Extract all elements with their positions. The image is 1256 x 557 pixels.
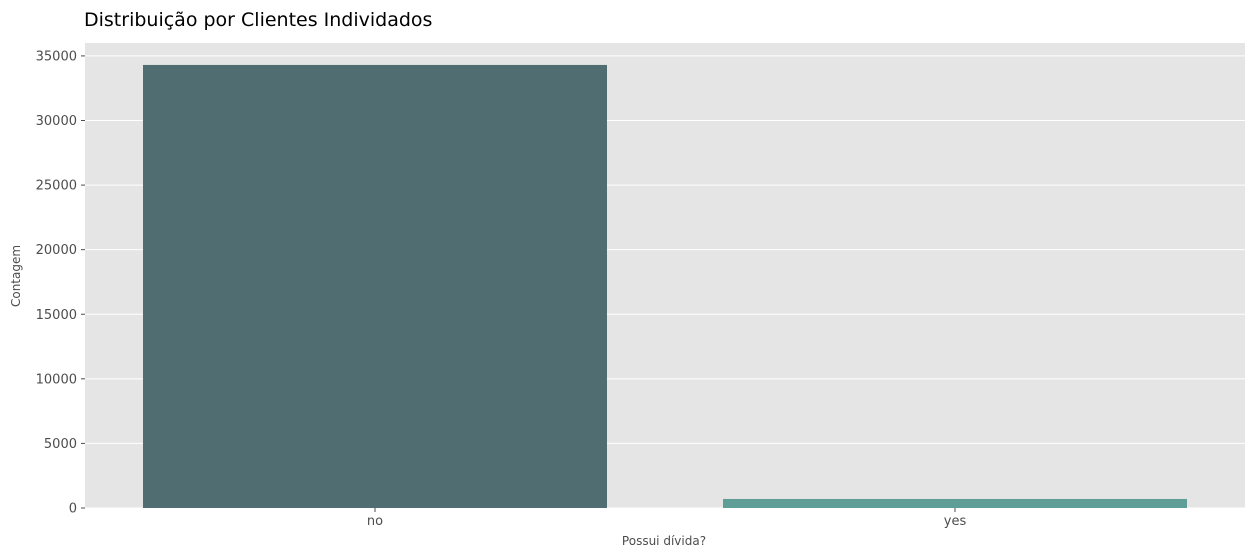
x-tick-label: yes	[944, 514, 967, 529]
y-tick-label: 15000	[36, 308, 77, 323]
bar-no	[143, 64, 607, 508]
bar-yes	[723, 498, 1187, 508]
y-tick-label: 5000	[44, 437, 77, 452]
x-tick-label: no	[367, 514, 383, 529]
x-axis-ticks: no yes	[367, 508, 967, 529]
y-tick-label: 35000	[36, 49, 77, 64]
y-tick-label: 30000	[36, 114, 77, 129]
x-axis-label: Possui dívida?	[622, 534, 706, 548]
bars	[143, 64, 1187, 508]
y-axis-label: Contagem	[9, 245, 23, 307]
y-axis-ticks: 0 5000 10000 15000 20000 25000 30000 35000	[36, 49, 85, 517]
y-tick-label: 0	[69, 502, 77, 517]
chart-title: Distribuição por Clientes Individados	[84, 9, 432, 31]
y-tick-label: 10000	[36, 372, 77, 387]
y-tick-label: 20000	[36, 243, 77, 258]
y-tick-label: 25000	[36, 179, 77, 194]
